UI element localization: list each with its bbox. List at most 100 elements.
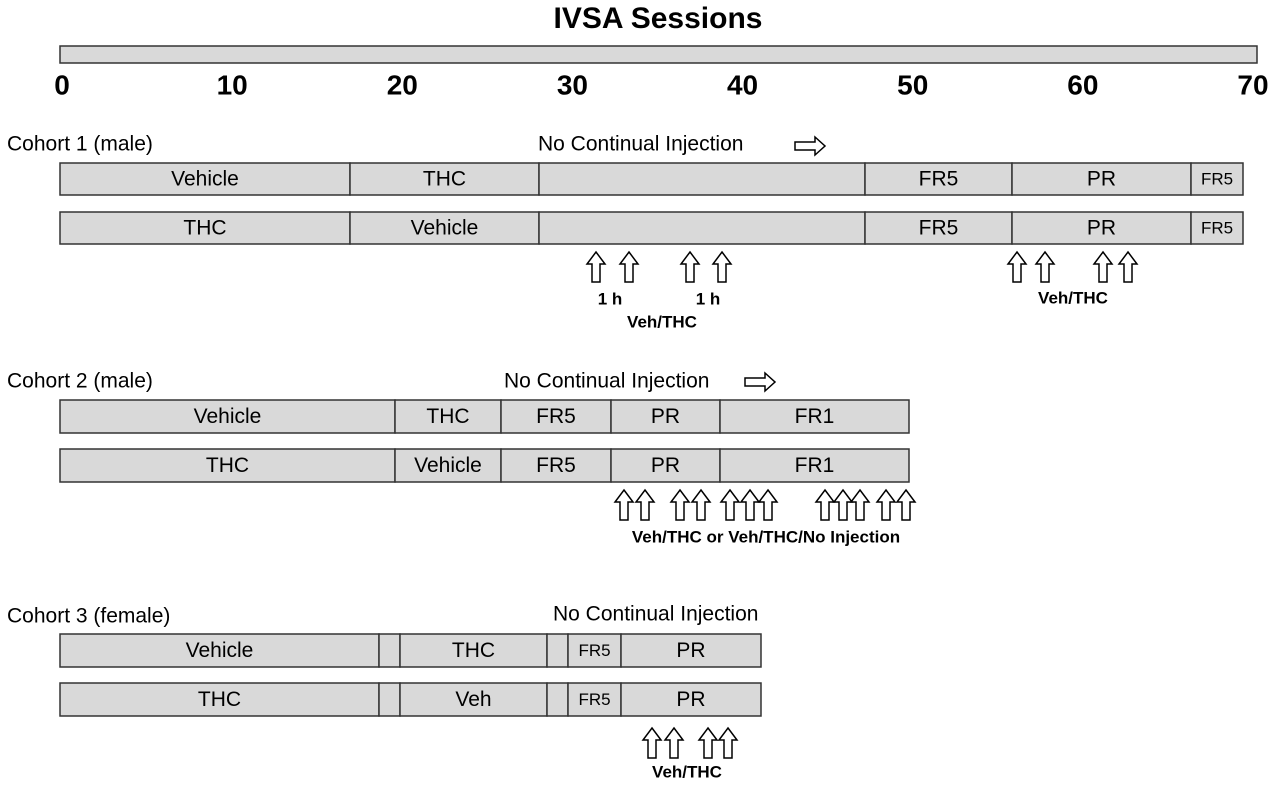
up-arrow [719, 488, 741, 521]
axis-tick-label: 0 [54, 69, 70, 100]
segment-label: FR5 [919, 217, 959, 240]
up-arrow [697, 726, 719, 759]
segment-label: THC [206, 454, 249, 477]
annotation: Veh/THC [1038, 288, 1108, 307]
axis-tick-label: 20 [387, 69, 418, 100]
cohort-label: Cohort 2 (male) [7, 370, 153, 393]
up-arrow [875, 488, 897, 521]
segment-label: PR [676, 639, 705, 662]
axis-tick-label: 70 [1237, 69, 1268, 100]
segment [59, 633, 380, 668]
segment [59, 682, 380, 717]
segment-label: FR1 [795, 454, 835, 477]
segment-label: THC [183, 217, 226, 240]
up-arrow [1006, 250, 1028, 283]
axis-tick-label: 60 [1067, 69, 1098, 100]
segment-label: Veh [455, 688, 491, 711]
segment [349, 211, 540, 245]
segment-label: FR5 [1201, 218, 1233, 237]
segment-label: THC [426, 405, 469, 428]
up-arrow [895, 488, 917, 521]
segment [59, 162, 351, 196]
segment-label: Vehicle [411, 217, 479, 240]
axis-tick-label: 40 [727, 69, 758, 100]
annotation: Veh/THC [652, 762, 722, 781]
segment [59, 211, 351, 245]
right-arrow [794, 135, 827, 157]
up-arrow [585, 250, 607, 283]
segment [59, 448, 396, 483]
segment [620, 682, 762, 717]
up-arrow [613, 488, 635, 521]
annotation: Veh/THC or Veh/THC/No Injection [632, 527, 900, 546]
annotation: Veh/THC [627, 312, 697, 331]
segment-label: FR5 [578, 641, 610, 660]
segment-label: Vehicle [194, 405, 262, 428]
segment [538, 162, 866, 196]
segment [864, 162, 1013, 196]
segment [378, 633, 401, 668]
segment [378, 682, 401, 717]
segment-label: FR5 [578, 690, 610, 709]
segment-label: FR5 [536, 454, 576, 477]
axis-tick-label: 30 [557, 69, 588, 100]
up-arrow [717, 726, 739, 759]
segment [610, 448, 721, 483]
segment [546, 633, 569, 668]
segment-label: PR [651, 405, 680, 428]
up-arrow [739, 488, 761, 521]
session-axis-bar [59, 45, 1258, 64]
segment [349, 162, 540, 196]
up-arrow [663, 726, 685, 759]
up-arrow [634, 488, 656, 521]
segment [1011, 211, 1192, 245]
segment-label: Vehicle [186, 639, 254, 662]
segment-label: THC [423, 168, 466, 191]
segment [610, 399, 721, 434]
segment-label: FR1 [795, 405, 835, 428]
annotation: 1 h [598, 289, 623, 308]
segment-label: FR5 [1201, 169, 1233, 188]
annotation: 1 h [696, 289, 721, 308]
segment-label: Vehicle [171, 168, 239, 191]
note: No Continual Injection [538, 133, 743, 156]
segment [719, 448, 910, 483]
segment-label: FR5 [919, 168, 959, 191]
segment [864, 211, 1013, 245]
right-arrow [744, 371, 777, 393]
segment-label: THC [198, 688, 241, 711]
up-arrow [1117, 250, 1139, 283]
segment-label: FR5 [536, 405, 576, 428]
segment-label: PR [1087, 168, 1116, 191]
cohort-label: Cohort 3 (female) [7, 605, 170, 628]
up-arrow [669, 488, 691, 521]
up-arrow [832, 488, 854, 521]
note: No Continual Injection [504, 370, 709, 393]
up-arrow [618, 250, 640, 283]
segment [620, 633, 762, 668]
cohort-label: Cohort 1 (male) [7, 133, 153, 156]
segment [399, 633, 548, 668]
segment-label: THC [452, 639, 495, 662]
segment [538, 211, 866, 245]
segment [546, 682, 569, 717]
axis-tick-label: 50 [897, 69, 928, 100]
segment [1190, 162, 1244, 196]
up-arrow [690, 488, 712, 521]
up-arrow [679, 250, 701, 283]
segment [567, 633, 622, 668]
segment [1190, 211, 1244, 245]
segment-label: PR [651, 454, 680, 477]
note: No Continual Injection [553, 603, 758, 626]
up-arrow [711, 250, 733, 283]
up-arrow [757, 488, 779, 521]
segment [500, 448, 612, 483]
up-arrow [814, 488, 836, 521]
segment [719, 399, 910, 434]
up-arrow [1034, 250, 1056, 283]
up-arrow [1092, 250, 1114, 283]
segment [394, 399, 502, 434]
segment [500, 399, 612, 434]
